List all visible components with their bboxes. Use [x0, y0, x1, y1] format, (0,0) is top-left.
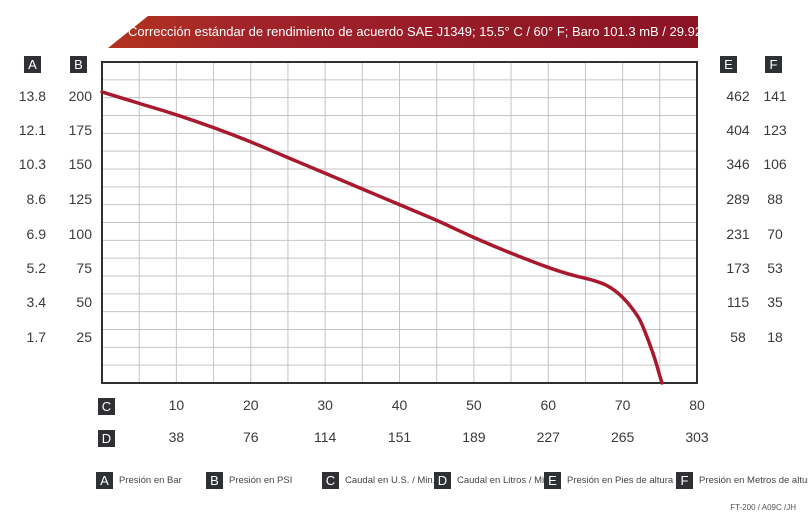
- legend-item-e: E Presión en Pies de altura: [544, 472, 673, 489]
- axis-a-tick-label: 12.1: [18, 122, 46, 138]
- legend-item-b: B Presión en PSI: [206, 472, 292, 489]
- legend-label: Presión en Bar: [119, 475, 182, 486]
- legend-label: Presión en Pies de altura: [567, 475, 674, 486]
- axis-b-badge: B: [70, 56, 87, 73]
- axis-c-tick-label: 60: [540, 397, 557, 413]
- axis-f-badge: F: [765, 56, 782, 73]
- axis-d-tick-label: 189: [462, 429, 486, 445]
- legend-label: Presión en PSI: [229, 475, 293, 486]
- legend-badge: C: [322, 472, 339, 489]
- axis-a-tick-label: 13.8: [18, 88, 46, 104]
- legend-item-a: A Presión en Bar: [96, 472, 182, 489]
- axis-b-tick-label: 150: [68, 156, 92, 172]
- axis-c-tick-label: 40: [391, 397, 408, 413]
- banner-background: [108, 16, 698, 48]
- footer-code: FT-200 / A09C /JH: [730, 503, 796, 512]
- legend-badge: F: [676, 472, 693, 489]
- axis-a-badge: A: [24, 56, 41, 73]
- legend-badge: A: [96, 472, 113, 489]
- axis-e-tick-label: 346: [726, 156, 750, 172]
- axis-d-tick-label: 151: [387, 429, 412, 445]
- axis-c-tick-label: 70: [614, 397, 631, 413]
- axis-e-tick-label: 58: [730, 329, 746, 345]
- legend-label: Caudal en U.S. / Min.: [345, 475, 436, 486]
- chart-title-banner: Corrección estándar de rendimiento de ac…: [108, 16, 724, 48]
- axis-d-tick-label: 265: [610, 429, 635, 445]
- legend-label: Caudal en Litros / Min.: [457, 475, 553, 486]
- axis-f-tick-label: 53: [767, 260, 783, 276]
- legend-label: Presión en Metros de altura: [699, 475, 808, 486]
- axis-e-tick-label: 289: [726, 191, 750, 207]
- axis-c-badge: C: [98, 398, 115, 415]
- axis-f-tick-label: 88: [767, 191, 783, 207]
- legend-item-c: C Caudal en U.S. / Min.: [322, 472, 435, 489]
- axis-b-tick-label: 100: [68, 226, 92, 242]
- legend-badge: E: [544, 472, 561, 489]
- axis-c-tick-label: 20: [242, 397, 259, 413]
- axis-c-tick-label: 80: [689, 397, 705, 413]
- axis-a-tick-label: 1.7: [26, 329, 46, 345]
- axis-b-tick-label: 200: [68, 88, 92, 104]
- axis-e-tick-label: 115: [726, 294, 750, 310]
- pump-performance-curve: [100, 90, 664, 385]
- axis-f-tick-label: 18: [767, 329, 783, 345]
- axis-a-tick-label: 10.3: [18, 156, 46, 172]
- axis-e-badge: E: [720, 56, 737, 73]
- axis-d-tick-label: 76: [242, 429, 259, 445]
- axis-e-tick-label: 404: [726, 122, 750, 138]
- axis-f-tick-label: 123: [763, 122, 787, 138]
- axis-f-tick-label: 70: [767, 226, 783, 242]
- axis-a-tick-label: 6.9: [26, 226, 46, 242]
- legend-badge: D: [434, 472, 451, 489]
- axis-b-tick-label: 75: [76, 260, 92, 276]
- axis-d-tick-label: 114: [313, 429, 337, 445]
- axis-d-tick-label: 227: [536, 429, 560, 445]
- axis-d-tick-label: 38: [168, 429, 185, 445]
- banner-text: Corrección estándar de rendimiento de ac…: [128, 24, 724, 39]
- axis-b-tick-label: 125: [68, 191, 92, 207]
- axis-d-badge: D: [98, 430, 115, 447]
- axis-e-tick-label: 231: [726, 226, 750, 242]
- legend-item-f: F Presión en Metros de altura: [676, 472, 808, 489]
- axis-e-tick-label: 462: [726, 88, 750, 104]
- plot-frame: [101, 61, 698, 384]
- axis-a-tick-label: 5.2: [26, 260, 46, 276]
- axis-c-tick-label: 30: [317, 397, 333, 413]
- axis-b-tick-label: 175: [68, 122, 92, 138]
- axis-b-tick-label: 25: [76, 329, 92, 345]
- axis-f-tick-label: 141: [763, 88, 787, 104]
- axis-b-tick-label: 50: [76, 294, 92, 310]
- axis-a-tick-label: 8.6: [26, 191, 46, 207]
- axis-f-tick-label: 106: [763, 156, 787, 172]
- legend-badge: B: [206, 472, 223, 489]
- axis-d-tick-label: 303: [685, 429, 709, 445]
- axis-a-tick-label: 3.4: [26, 294, 46, 310]
- axis-f-tick-label: 35: [767, 294, 783, 310]
- axis-c-tick-label: 10: [168, 397, 185, 413]
- legend-item-d: D Caudal en Litros / Min.: [434, 472, 552, 489]
- axis-e-tick-label: 173: [726, 260, 750, 276]
- axis-c-tick-label: 50: [466, 397, 482, 413]
- chart-plot: [100, 61, 698, 385]
